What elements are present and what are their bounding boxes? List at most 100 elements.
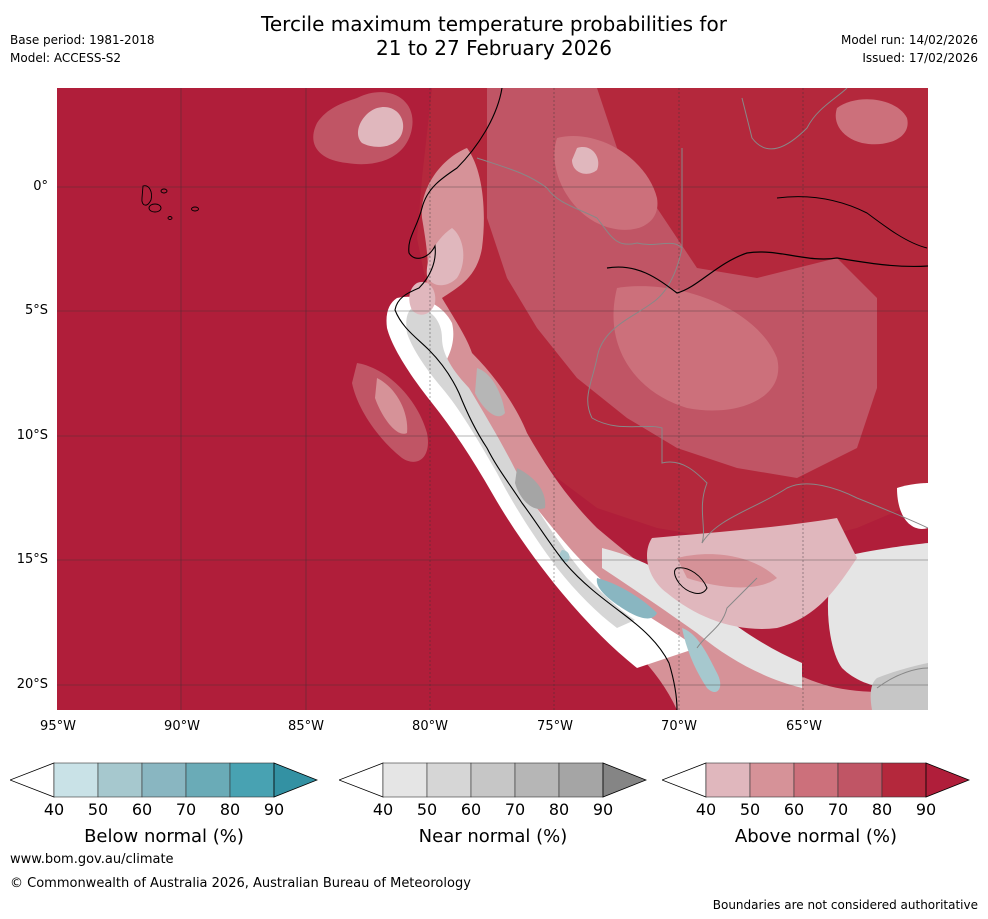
above-tick-50: 50 [739, 800, 761, 819]
border-peru-bolivia [591, 417, 708, 544]
below-swatch-4 [185, 762, 231, 798]
copyright-text: © Commonwealth of Australia 2026, Austra… [10, 876, 471, 891]
colorbar-below [10, 762, 318, 798]
below-swatch-5 [229, 762, 275, 798]
island-isabela [141, 185, 152, 206]
near-swatch-6 [602, 762, 647, 798]
lon-label-95w: 95°W [40, 719, 76, 734]
above-swatch-2 [749, 762, 795, 798]
near-swatch-4 [514, 762, 560, 798]
lat-label-15s: 15°S [16, 552, 48, 567]
below-swatch-3 [141, 762, 187, 798]
below-swatch-1 [53, 762, 99, 798]
above-swatch-0 [662, 762, 707, 798]
near-swatch-5 [558, 762, 604, 798]
above-tick-60: 60 [783, 800, 805, 819]
website-link[interactable]: www.bom.gov.au/climate [10, 852, 174, 867]
colorbar-near [339, 762, 647, 798]
title-line-2: 21 to 27 February 2026 [376, 36, 612, 60]
inland-near-60 [870, 663, 928, 710]
lat-label-20s: 20°S [16, 677, 48, 692]
lon-label-65w: 65°W [786, 719, 822, 734]
island-santiago [160, 188, 168, 194]
coastal-near-70 [475, 368, 505, 417]
below-tick-90: 90 [263, 800, 285, 819]
above-swatch-1 [705, 762, 751, 798]
land-above-60-c [835, 99, 908, 145]
above-tick-80: 80 [871, 800, 893, 819]
near-tick-40: 40 [372, 800, 394, 819]
island-floreana [167, 216, 173, 220]
near-normal-label: Near normal (%) [418, 826, 568, 847]
below-swatch-6 [273, 762, 318, 798]
island-san-cristobal [191, 206, 199, 212]
near-swatch-1 [382, 762, 428, 798]
colorbar-above [662, 762, 970, 798]
model-name: Model: ACCESS-S2 [10, 51, 122, 65]
below-tick-60: 60 [131, 800, 153, 819]
below-tick-80: 80 [219, 800, 241, 819]
base-period: Base period: 1981-2018 [10, 33, 155, 47]
meta-right: Model run: 14/02/2026 Issued: 17/02/2026 [841, 31, 978, 67]
inland-near-40 [827, 543, 928, 690]
near-tick-90: 90 [592, 800, 614, 819]
map-canvas [57, 87, 929, 711]
lon-label-80w: 80°W [412, 719, 448, 734]
lon-label-85w: 85°W [288, 719, 324, 734]
near-tick-70: 70 [504, 800, 526, 819]
below-normal-label: Below normal (%) [84, 826, 244, 847]
colorbar-near-svg [339, 762, 647, 798]
galapagos-islands [141, 185, 199, 220]
lat-label-0: 0° [33, 179, 48, 194]
coastal-above-40-b [409, 281, 436, 315]
above-tick-40: 40 [695, 800, 717, 819]
near-swatch-3 [470, 762, 516, 798]
land-above-40-a [572, 147, 599, 174]
disclaimer-text: Boundaries are not considered authoritat… [712, 898, 978, 912]
coastal-above-40-a [426, 228, 464, 286]
coastal-near-40-a [602, 548, 802, 688]
above-swatch-5 [881, 762, 927, 798]
above-tick-90: 90 [915, 800, 937, 819]
lon-label-75w: 75°W [537, 719, 573, 734]
near-tick-60: 60 [460, 800, 482, 819]
border-bolivia-brazil [701, 483, 929, 544]
border-venezuela [741, 87, 848, 150]
border-colombia-peru [476, 157, 683, 249]
below-normal-b [682, 628, 721, 693]
near-tick-80: 80 [548, 800, 570, 819]
lat-label-5s: 5°S [24, 303, 48, 318]
amazon-river [606, 251, 929, 294]
rio-negro [776, 196, 928, 249]
above-normal-label: Above normal (%) [734, 826, 898, 847]
country-borders [476, 87, 929, 689]
above-swatch-4 [837, 762, 883, 798]
issued-date: Issued: 17/02/2026 [862, 51, 978, 65]
border-peru-brazil [587, 148, 683, 419]
above-tick-70: 70 [827, 800, 849, 819]
colorbar-below-svg [10, 762, 318, 798]
meta-left: Base period: 1981-2018 Model: ACCESS-S2 [10, 31, 155, 67]
border-chile-bolivia [696, 577, 758, 649]
map-title: Tercile maximum temperature probabilitie… [0, 12, 988, 60]
graticule [57, 88, 928, 710]
near-swatch-0 [339, 762, 384, 798]
lat-label-10s: 10°S [16, 428, 48, 443]
lake-titicaca [674, 567, 708, 594]
below-tick-50: 50 [87, 800, 109, 819]
coastal-near-80 [515, 468, 546, 509]
border-argentina [876, 667, 929, 689]
near-tick-50: 50 [416, 800, 438, 819]
land-above-60-b [613, 286, 779, 411]
plume-b [357, 107, 404, 147]
below-tick-70: 70 [175, 800, 197, 819]
coastal-near-50 [406, 307, 635, 628]
above-swatch-6 [925, 762, 970, 798]
near-swatch-2 [426, 762, 472, 798]
plume-d [375, 378, 408, 434]
coastline [394, 87, 678, 711]
title-line-1: Tercile maximum temperature probabilitie… [261, 12, 727, 36]
lon-label-90w: 90°W [164, 719, 200, 734]
model-run: Model run: 14/02/2026 [840, 33, 978, 47]
below-swatch-0 [10, 762, 55, 798]
